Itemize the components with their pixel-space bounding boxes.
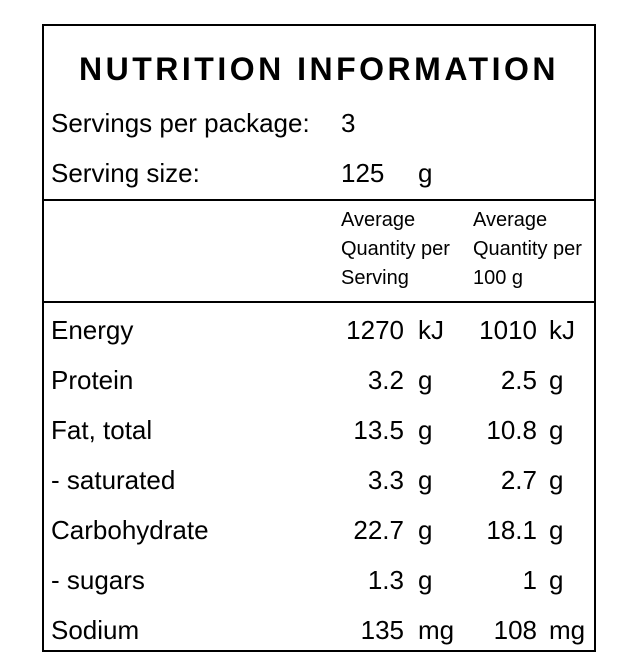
column-header-per-100g-line: Quantity per bbox=[473, 238, 582, 260]
per-100g-unit: mg bbox=[549, 615, 586, 645]
per-serving-unit: g bbox=[418, 365, 433, 395]
per-100g-unit: g bbox=[549, 515, 564, 545]
per-serving-value: 1270 bbox=[346, 315, 404, 345]
serving-size-unit: g bbox=[418, 158, 433, 188]
nutrient-label: Fat, total bbox=[51, 415, 153, 445]
nutrient-row-sugars: - sugars 1.3 g 1 g bbox=[44, 565, 594, 615]
divider-bottom bbox=[44, 301, 594, 303]
per-serving-unit: kJ bbox=[418, 315, 444, 345]
nutrient-row-carbohydrate: Carbohydrate 22.7 g 18.1 g bbox=[44, 515, 594, 565]
servings-per-package-label: Servings per package: bbox=[51, 108, 310, 138]
nutrient-row-energy: Energy 1270 kJ 1010 kJ bbox=[44, 315, 594, 365]
per-serving-value: 3.2 bbox=[367, 365, 404, 395]
nutrient-label: Energy bbox=[51, 315, 134, 345]
per-serving-value: 135 bbox=[360, 615, 404, 645]
per-100g-value: 2.7 bbox=[500, 465, 537, 495]
per-100g-unit: g bbox=[549, 365, 564, 395]
nutrient-row-protein: Protein 3.2 g 2.5 g bbox=[44, 365, 594, 415]
per-100g-value: 1010 bbox=[479, 315, 537, 345]
per-serving-value: 3.3 bbox=[367, 465, 404, 495]
nutrient-label: Carbohydrate bbox=[51, 515, 209, 545]
per-100g-unit: g bbox=[549, 465, 564, 495]
per-serving-value: 13.5 bbox=[353, 415, 404, 445]
per-100g-unit: g bbox=[549, 415, 564, 445]
column-header-per-serving: Average Quantity per Serving bbox=[341, 206, 450, 293]
panel-title: NUTRITION INFORMATION bbox=[79, 51, 559, 87]
per-serving-value: 22.7 bbox=[353, 515, 404, 545]
nutrient-row-saturated: - saturated 3.3 g 2.7 g bbox=[44, 465, 594, 515]
per-100g-value: 1 bbox=[522, 565, 537, 595]
nutrient-row-sodium: Sodium 135 mg 108 mg bbox=[44, 615, 594, 665]
column-header-per-100g-line: 100 g bbox=[473, 267, 524, 289]
per-serving-value: 1.3 bbox=[367, 565, 404, 595]
per-100g-unit: g bbox=[549, 565, 564, 595]
nutrition-panel: NUTRITION INFORMATION Servings per packa… bbox=[42, 24, 596, 652]
nutrient-row-fat-total: Fat, total 13.5 g 10.8 g bbox=[44, 415, 594, 465]
divider-top bbox=[44, 199, 594, 201]
per-serving-unit: g bbox=[418, 515, 433, 545]
per-serving-unit: g bbox=[418, 465, 433, 495]
column-header-per-100g: Average Quantity per 100 g bbox=[473, 206, 582, 293]
per-100g-value: 18.1 bbox=[486, 515, 537, 545]
column-header-per-serving-line: Serving bbox=[341, 267, 409, 289]
per-serving-unit: g bbox=[418, 415, 433, 445]
serving-size-label: Serving size: bbox=[51, 158, 200, 188]
serving-size-value: 125 bbox=[341, 158, 385, 188]
servings-per-package-value: 3 bbox=[341, 108, 356, 138]
column-header-per-100g-line: Average bbox=[473, 209, 548, 231]
nutrient-label: - sugars bbox=[51, 565, 145, 595]
nutrient-label: - saturated bbox=[51, 465, 176, 495]
column-header-per-serving-line: Average bbox=[341, 209, 416, 231]
per-100g-unit: kJ bbox=[549, 315, 575, 345]
per-serving-unit: mg bbox=[418, 615, 455, 645]
per-serving-unit: g bbox=[418, 565, 433, 595]
per-100g-value: 10.8 bbox=[486, 415, 537, 445]
per-100g-value: 2.5 bbox=[500, 365, 537, 395]
per-100g-value: 108 bbox=[493, 615, 537, 645]
nutrient-label: Protein bbox=[51, 365, 134, 395]
column-header-per-serving-line: Quantity per bbox=[341, 238, 450, 260]
nutrient-label: Sodium bbox=[51, 615, 140, 645]
